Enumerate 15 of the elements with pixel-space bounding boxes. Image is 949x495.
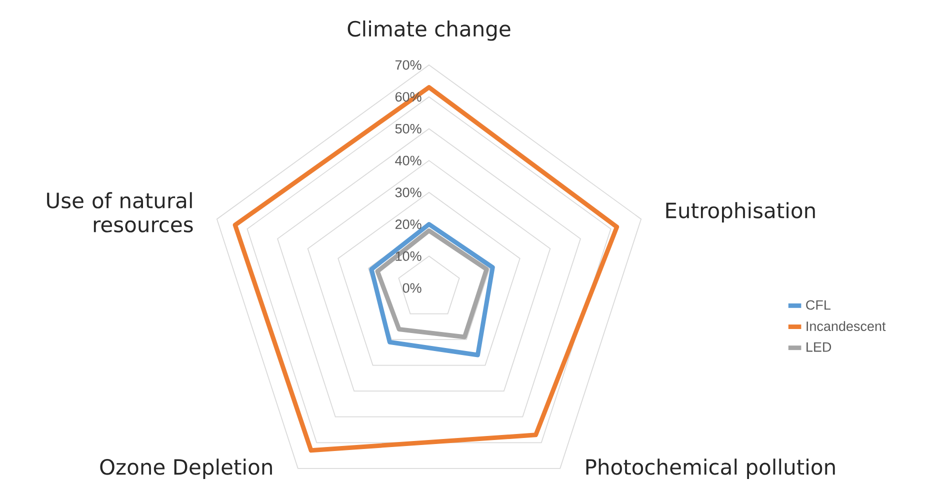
spoke-label: Climate change bbox=[348, 20, 510, 41]
spoke-label: Eutrophisation bbox=[666, 202, 815, 222]
y-tick-label: 10% bbox=[396, 251, 422, 261]
y-tick-label: 40% bbox=[395, 156, 422, 166]
y-tick-label: 70% bbox=[395, 60, 422, 70]
legend-label: Incandescent bbox=[806, 321, 886, 332]
y-tick-label: 20% bbox=[395, 220, 422, 230]
spoke-label: Use of natural resources bbox=[47, 192, 193, 232]
y-tick-label: 50% bbox=[395, 124, 422, 134]
y-tick-label: 0% bbox=[402, 283, 422, 293]
legend-label: LED bbox=[806, 342, 832, 352]
spoke-label: Photochemical pollution bbox=[586, 458, 835, 479]
y-tick-label: 30% bbox=[395, 188, 422, 198]
spoke-label: Ozone Depletion bbox=[100, 458, 272, 479]
legend-label: CFL bbox=[806, 300, 830, 310]
